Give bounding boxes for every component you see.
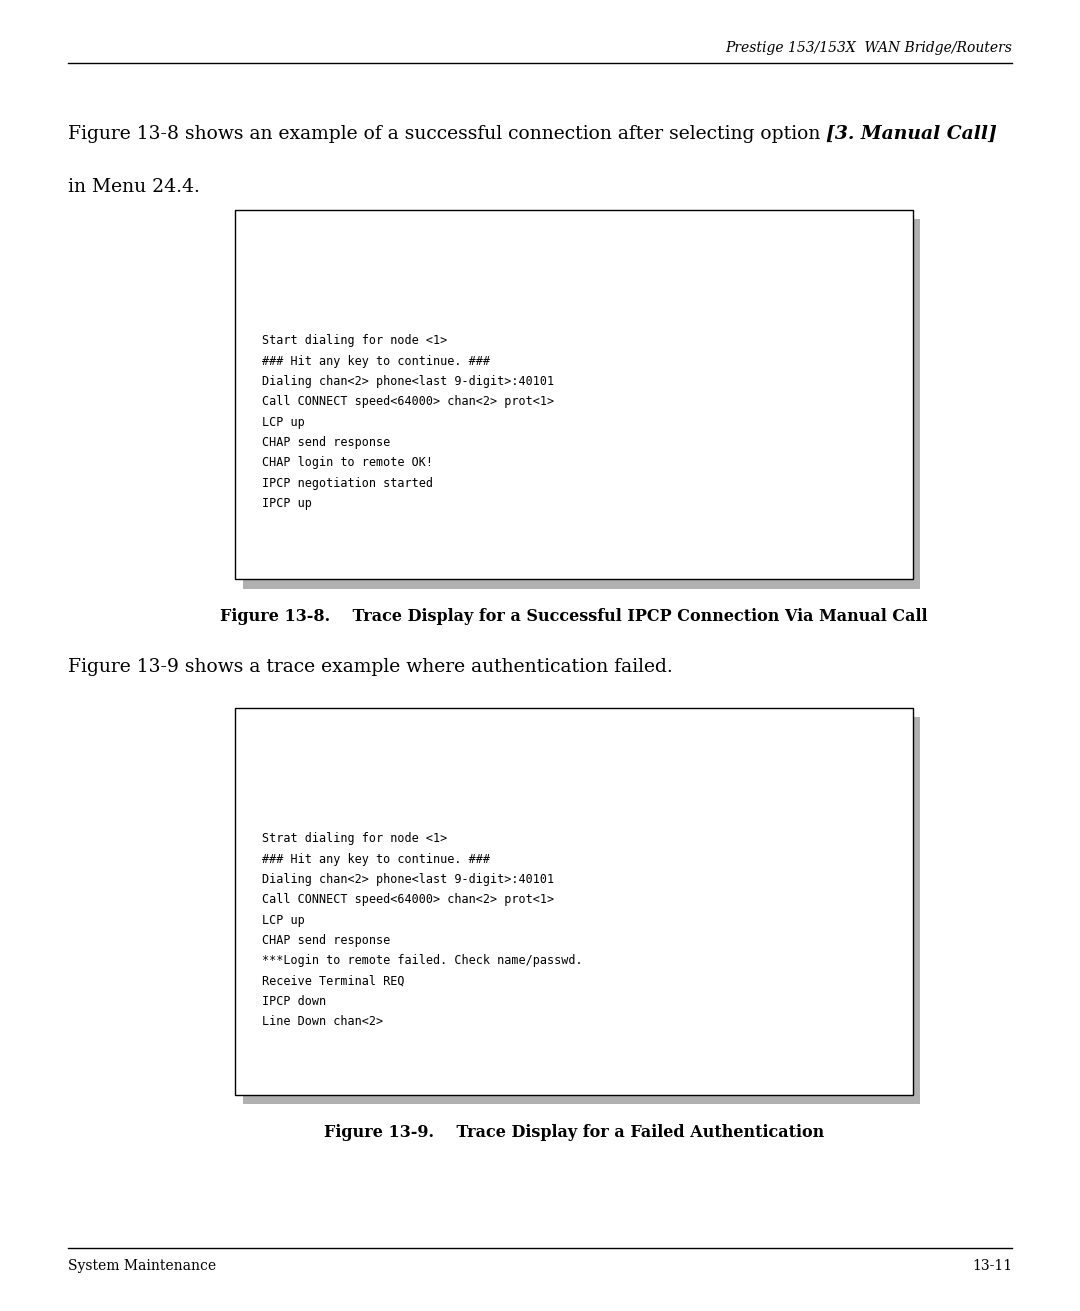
Text: Figure 13-8 shows an example of a successful connection after selecting option: Figure 13-8 shows an example of a succes… (68, 125, 826, 143)
Text: ### Hit any key to continue. ###: ### Hit any key to continue. ### (262, 852, 490, 865)
Text: System Maintenance: System Maintenance (68, 1259, 216, 1273)
Text: Line Down chan<2>: Line Down chan<2> (262, 1015, 383, 1028)
Text: Start dialing for node <1>: Start dialing for node <1> (262, 334, 448, 347)
Text: LCP up: LCP up (262, 416, 306, 429)
Text: LCP up: LCP up (262, 914, 306, 927)
FancyBboxPatch shape (243, 717, 920, 1104)
FancyBboxPatch shape (243, 219, 920, 589)
Text: Figure 13-8.    Trace Display for a Successful IPCP Connection Via Manual Call: Figure 13-8. Trace Display for a Success… (220, 608, 928, 625)
Text: IPCP up: IPCP up (262, 497, 312, 510)
Text: CHAP send response: CHAP send response (262, 435, 391, 448)
Text: in Menu 24.4.: in Menu 24.4. (68, 178, 200, 195)
FancyBboxPatch shape (235, 708, 913, 1095)
Text: Call CONNECT speed<64000> chan<2> prot<1>: Call CONNECT speed<64000> chan<2> prot<1… (262, 395, 554, 408)
Text: Call CONNECT speed<64000> chan<2> prot<1>: Call CONNECT speed<64000> chan<2> prot<1… (262, 893, 554, 906)
Text: Figure 13-9 shows a trace example where authentication failed.: Figure 13-9 shows a trace example where … (68, 658, 673, 676)
Text: Dialing chan<2> phone<last 9-digit>:40101: Dialing chan<2> phone<last 9-digit>:4010… (262, 873, 554, 886)
Text: 13-11: 13-11 (972, 1259, 1012, 1273)
Text: Prestige 153/153X  WAN Bridge/Routers: Prestige 153/153X WAN Bridge/Routers (725, 41, 1012, 55)
Text: CHAP login to remote OK!: CHAP login to remote OK! (262, 456, 433, 469)
Text: [3. Manual Call]: [3. Manual Call] (826, 125, 997, 143)
Text: Strat dialing for node <1>: Strat dialing for node <1> (262, 832, 448, 846)
Text: ***Login to remote failed. Check name/passwd.: ***Login to remote failed. Check name/pa… (262, 954, 583, 968)
Text: IPCP down: IPCP down (262, 995, 326, 1008)
Text: CHAP send response: CHAP send response (262, 933, 391, 947)
Text: IPCP negotiation started: IPCP negotiation started (262, 477, 433, 489)
Text: Figure 13-9.    Trace Display for a Failed Authentication: Figure 13-9. Trace Display for a Failed … (324, 1124, 824, 1141)
Text: Receive Terminal REQ: Receive Terminal REQ (262, 974, 405, 987)
Text: Dialing chan<2> phone<last 9-digit>:40101: Dialing chan<2> phone<last 9-digit>:4010… (262, 375, 554, 388)
FancyBboxPatch shape (235, 210, 913, 579)
Text: ### Hit any key to continue. ###: ### Hit any key to continue. ### (262, 354, 490, 367)
